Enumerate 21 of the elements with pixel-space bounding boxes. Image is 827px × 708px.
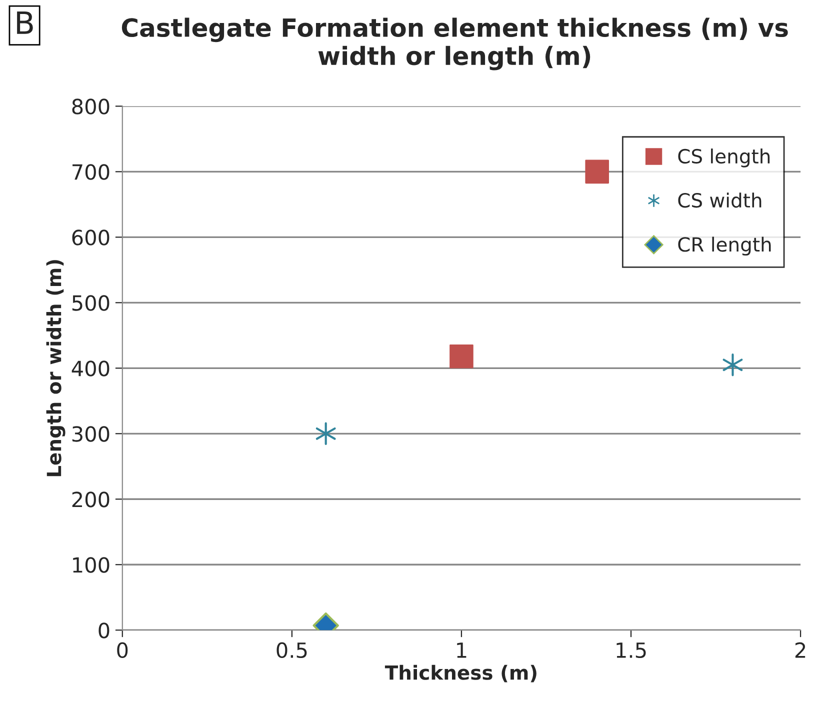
legend-label: CS width [678,192,762,208]
y-tick-label: 700 [72,164,110,180]
y-tick-label: 200 [72,492,110,508]
y-tick-label: 0 [98,622,110,638]
text: B [17,12,33,34]
x-tick-label: 1 [457,642,466,658]
legend-label: CS length [678,148,770,168]
y-tick-label: 100 [73,557,110,573]
chart-title: Castlegate Formation element thickness (m) vs width or length (m) [122,18,788,70]
x-tick-label: 0 [117,642,128,658]
y-axis-title: Length or width (m) [46,260,66,476]
x-tick-label: 0.5 [276,642,307,658]
x-tick-label: 1.5 [616,642,646,658]
y-tick-label: 500 [72,295,110,311]
x-axis-title: Thickness (m) [384,664,536,682]
legend-label: CR length [678,236,771,256]
y-tick-label: 600 [72,230,110,246]
y-tick-label: 800 [72,98,110,114]
x-tick-label: 2 [795,642,806,658]
y-tick-label: 300 [72,426,110,442]
y-tick-label: 400 [72,360,110,376]
